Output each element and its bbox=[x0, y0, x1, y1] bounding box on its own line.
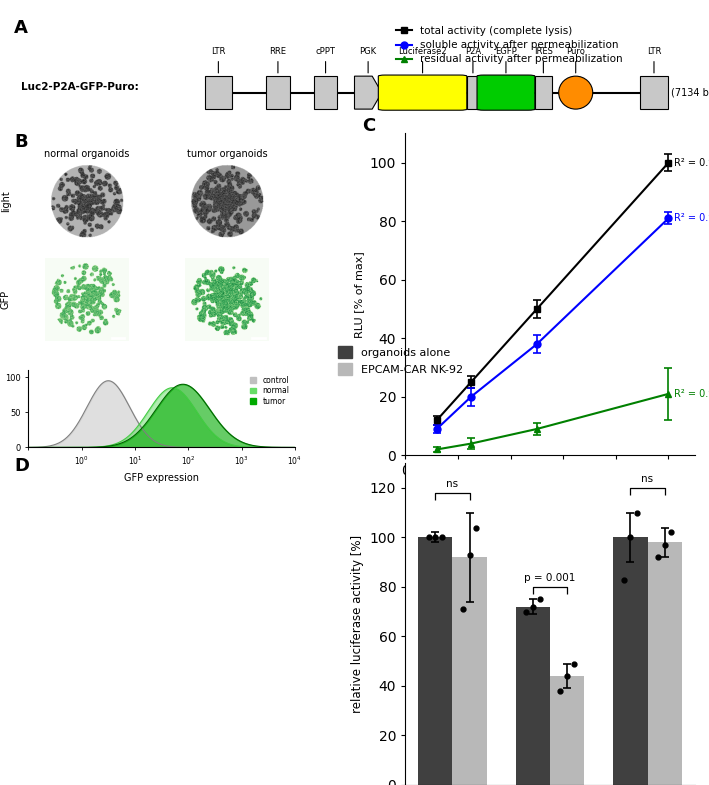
FancyBboxPatch shape bbox=[477, 75, 535, 110]
Text: ns: ns bbox=[447, 479, 459, 489]
Y-axis label: RLU [% of max]: RLU [% of max] bbox=[354, 251, 364, 338]
FancyBboxPatch shape bbox=[205, 76, 232, 109]
Text: R² = 0.999: R² = 0.999 bbox=[674, 158, 709, 168]
Y-axis label: relative luciferase activity [%]: relative luciferase activity [%] bbox=[351, 535, 364, 713]
FancyBboxPatch shape bbox=[266, 76, 290, 109]
Bar bbox=[647, 542, 681, 785]
Bar bbox=[452, 557, 486, 785]
Text: B: B bbox=[14, 133, 28, 152]
Text: LTR: LTR bbox=[647, 47, 661, 57]
Text: C: C bbox=[362, 118, 375, 135]
Title: tumor organoids: tumor organoids bbox=[186, 149, 267, 159]
Ellipse shape bbox=[559, 76, 593, 109]
Legend: total activity (complete lysis), soluble activity after permeabilization, residu: total activity (complete lysis), soluble… bbox=[396, 26, 623, 64]
FancyArrow shape bbox=[354, 76, 381, 109]
Text: Luc2-P2A-GFP-Puro:: Luc2-P2A-GFP-Puro: bbox=[21, 82, 139, 92]
Text: LTR: LTR bbox=[211, 47, 225, 57]
Legend: organoids alone, EPCAM-CAR NK-92: organoids alone, EPCAM-CAR NK-92 bbox=[338, 346, 463, 375]
Text: Luciferase2: Luciferase2 bbox=[398, 47, 447, 57]
Text: p = 0.001: p = 0.001 bbox=[525, 573, 576, 583]
Bar bbox=[418, 538, 452, 785]
Text: A: A bbox=[14, 19, 28, 37]
FancyBboxPatch shape bbox=[467, 76, 479, 109]
Bar bbox=[550, 676, 584, 785]
Text: D: D bbox=[14, 457, 29, 475]
Text: R² = 0.997: R² = 0.997 bbox=[674, 214, 709, 223]
Text: IRES: IRES bbox=[534, 47, 553, 57]
Bar bbox=[516, 607, 550, 785]
FancyBboxPatch shape bbox=[535, 76, 552, 109]
Text: (7134 bp): (7134 bp) bbox=[671, 88, 709, 97]
FancyBboxPatch shape bbox=[379, 75, 467, 110]
Title: normal organoids: normal organoids bbox=[44, 149, 129, 159]
Text: light: light bbox=[1, 191, 11, 213]
Text: R² = 0.984: R² = 0.984 bbox=[674, 389, 709, 399]
Text: EGFP: EGFP bbox=[495, 47, 517, 57]
Text: cPPT: cPPT bbox=[316, 47, 335, 57]
Text: RRE: RRE bbox=[269, 47, 286, 57]
Text: P2A: P2A bbox=[465, 47, 481, 57]
Bar bbox=[613, 538, 647, 785]
Text: GFP: GFP bbox=[1, 290, 11, 309]
X-axis label: organoid number [% of max]: organoid number [% of max] bbox=[469, 484, 631, 494]
Text: ns: ns bbox=[642, 474, 654, 484]
Legend: control, normal, tumor: control, normal, tumor bbox=[249, 374, 291, 407]
FancyBboxPatch shape bbox=[640, 76, 668, 109]
FancyBboxPatch shape bbox=[313, 76, 337, 109]
X-axis label: GFP expression: GFP expression bbox=[124, 473, 199, 483]
Text: PGK: PGK bbox=[359, 47, 376, 57]
Text: Puro: Puro bbox=[566, 47, 585, 57]
